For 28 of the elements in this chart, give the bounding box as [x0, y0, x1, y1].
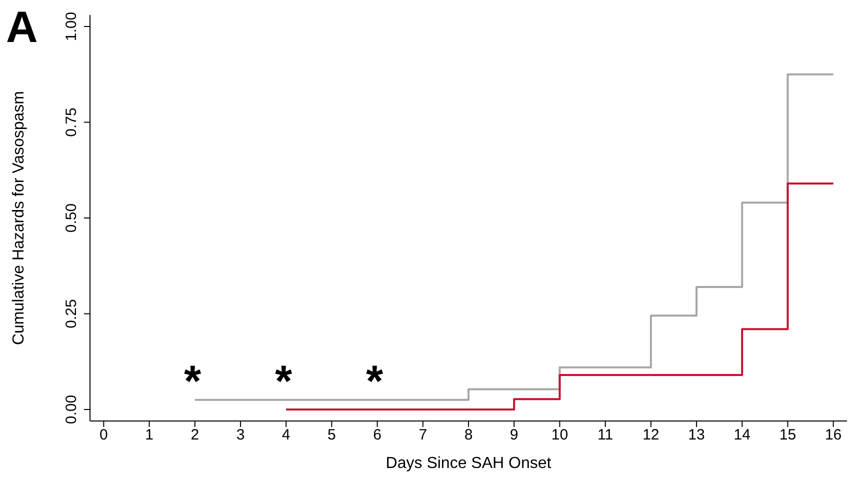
y-tick-label: 1.00: [63, 12, 80, 42]
x-tick-label: 0: [100, 426, 108, 444]
x-tick-label: 8: [464, 426, 473, 444]
y-tick-label: 0.75: [63, 108, 80, 137]
x-tick-label: 5: [328, 426, 336, 444]
x-tick-label: 10: [551, 426, 568, 444]
x-tick-label: 4: [282, 426, 290, 444]
x-tick-label: 12: [642, 426, 660, 444]
annotation: *: [366, 357, 384, 406]
x-tick-label: 9: [510, 426, 518, 444]
x-tick-label: 3: [236, 426, 245, 444]
x-tick-label: 13: [688, 426, 705, 444]
x-tick-label: 15: [779, 426, 796, 444]
x-tick-label: 7: [418, 426, 428, 444]
x-tick-label: 11: [598, 426, 614, 444]
x-tick-label: 2: [190, 426, 200, 444]
annotation: *: [184, 357, 202, 406]
y-tick-label: 0.50: [63, 203, 80, 233]
y-tick-label: 0.25: [63, 299, 80, 328]
y-axis-title: Cumulative Hazards for Vasospasm: [10, 90, 28, 346]
x-tick-label: 14: [734, 426, 750, 444]
x-tick-label: 6: [373, 426, 382, 444]
x-tick-label: 1: [145, 426, 154, 444]
y-tick-label: 0.00: [63, 394, 80, 424]
x-tick-label: 16: [824, 426, 842, 444]
text: A: [6, 3, 38, 52]
annotation: *: [275, 357, 292, 406]
x-axis-title: Days Since SAH Onset: [386, 455, 552, 472]
